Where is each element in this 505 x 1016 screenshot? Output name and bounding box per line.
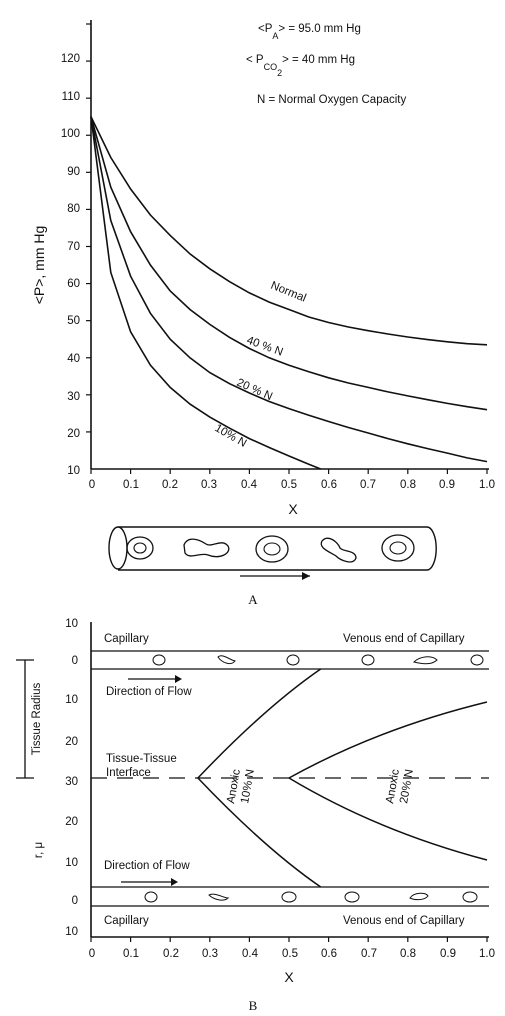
x-tick-label: 0.2 (163, 948, 179, 960)
x-tick-label: 0.8 (400, 948, 416, 960)
anoxic-10-label-pct: 10% N (239, 768, 257, 804)
series-label-10: 10% N (213, 422, 249, 450)
direction-of-flow-top: Direction of Flow (106, 686, 192, 698)
boundary-20-lower (288, 777, 488, 861)
x-tick-label: 0.2 (162, 479, 178, 491)
x-tick-label: 0.4 (242, 948, 259, 960)
series-line-2 (90, 116, 488, 463)
tissue-radius-bracket (16, 659, 34, 779)
boundary-10-upper (197, 668, 322, 779)
panel-a: 10 20 30 40 50 60 70 80 90 100 110 120 <… (31, 20, 495, 607)
red-blood-cell-icon (381, 534, 415, 562)
flow-arrow-bottom-icon (121, 878, 178, 886)
panel-a-x-ticks: 0 0.1 0.2 0.3 0.4 0.5 0.6 0.7 0.8 0.9 1.… (89, 479, 495, 491)
venous-end-top-label: Venous end of Capillary (343, 633, 465, 645)
series-line-3 (90, 116, 321, 470)
series-label-20: 20 % N (235, 377, 274, 403)
x-tick-label: 0.3 (201, 479, 217, 491)
y-tick-label: 20 (65, 736, 78, 748)
x-tick-label: 0.5 (282, 948, 298, 960)
panel-a-annotations: <PA> = 95.0 mm Hg < PCO2> = 40 mm Hg N =… (246, 23, 406, 106)
series-label-normal: Normal (269, 280, 308, 305)
direction-of-flow-bottom: Direction of Flow (104, 860, 190, 872)
y-tick-label: 20 (65, 816, 78, 828)
y-tick-label: 120 (61, 53, 80, 65)
panel-b-boundaries (90, 668, 488, 942)
x-tick-label: 0.4 (241, 479, 258, 491)
x-tick-label: 0.9 (440, 948, 456, 960)
anoxic-20-label: Anoxic (384, 768, 402, 804)
red-blood-cell-icon (183, 538, 230, 558)
anoxic-20-label-pct: 20% N (398, 768, 416, 804)
panel-b: 10 0 10 20 30 20 10 0 10 Tissue Radius r… (16, 618, 495, 1013)
y-tick-label: 80 (67, 203, 80, 215)
x-tick-label: 1.0 (479, 479, 495, 491)
series-line-1 (90, 116, 488, 411)
red-blood-cell-icon (320, 537, 357, 563)
x-tick-label: 0.7 (361, 948, 377, 960)
x-tick-label: 0.9 (439, 479, 455, 491)
series-line-0 (90, 116, 488, 346)
tissue-radius-label: Tissue Radius (31, 683, 43, 756)
panel-a-x-axis-title: X (288, 501, 298, 517)
y-tick-label: 30 (67, 391, 80, 403)
x-tick-label: 0.6 (321, 948, 337, 960)
x-tick-label: 0.8 (400, 479, 416, 491)
panel-b-y-axis-title: r, μ (33, 842, 45, 858)
y-tick-label: 10 (65, 694, 78, 706)
x-tick-label: 1.0 (479, 948, 495, 960)
panel-b-x-ticks: 0 0.1 0.2 0.3 0.4 0.5 0.6 0.7 0.8 0.9 1.… (89, 948, 495, 960)
y-tick-label: 10 (65, 926, 78, 938)
y-tick-label: 40 (67, 353, 80, 365)
x-tick-label: 0 (89, 948, 95, 960)
n-definition: N = Normal Oxygen Capacity (257, 94, 406, 106)
x-tick-label: 0.3 (202, 948, 218, 960)
panel-a-letter: A (248, 592, 258, 607)
pco2-annotation: < PCO2> = 40 mm Hg (246, 54, 355, 78)
x-tick-label: 0.6 (321, 479, 337, 491)
y-tick-label: 10 (65, 618, 78, 630)
y-tick-label: 50 (67, 315, 80, 327)
interface-label-1: Tissue-Tissue (106, 753, 177, 765)
y-tick-label: 30 (65, 776, 78, 788)
panel-b-y-labels: 10 0 10 20 30 20 10 0 10 (65, 618, 78, 938)
x-tick-label: 0.1 (123, 479, 139, 491)
x-tick-label: 0.7 (360, 479, 376, 491)
y-tick-label: 0 (72, 895, 78, 907)
capillary-tube-illustration (108, 526, 437, 580)
x-tick-label: 0 (89, 479, 95, 491)
y-tick-label: 60 (67, 278, 80, 290)
capillary-bottom-label: Capillary (104, 915, 149, 927)
panel-a-curves (86, 23, 488, 474)
y-tick-label: 20 (67, 428, 80, 440)
x-tick-label: 0.1 (123, 948, 139, 960)
capillary-cells-top (152, 654, 484, 666)
interface-label-2: Interface (106, 767, 151, 779)
flow-arrow-top-icon (128, 675, 182, 683)
x-tick-label: 0.5 (281, 479, 297, 491)
y-tick-label: 110 (62, 91, 80, 103)
panel-a-y-ticks: 10 20 30 40 50 60 70 80 90 100 110 120 (61, 53, 80, 477)
red-blood-cell-icon (126, 536, 154, 560)
capillary-cells-bottom (144, 891, 478, 903)
panel-b-letter: B (249, 998, 258, 1013)
boundary-10-lower (197, 777, 322, 888)
y-tick-label: 10 (67, 465, 80, 477)
pa-annotation: <PA> = 95.0 mm Hg (258, 23, 361, 41)
capillary-top-label: Capillary (104, 633, 149, 645)
y-tick-label: 0 (72, 655, 78, 667)
red-blood-cell-icon (255, 535, 289, 563)
flow-arrow-icon (302, 572, 310, 580)
y-tick-label: 10 (65, 857, 78, 869)
capillary-walls (91, 650, 489, 907)
y-tick-label: 90 (67, 166, 80, 178)
panel-a-y-axis-title: <P>, mm Hg (31, 226, 47, 305)
panel-b-x-axis-title: X (284, 969, 294, 985)
venous-end-bottom-label: Venous end of Capillary (343, 915, 465, 927)
anoxic-10-label: Anoxic (225, 768, 243, 804)
boundary-20-upper (288, 701, 488, 779)
y-tick-label: 70 (67, 241, 80, 253)
y-tick-label: 100 (61, 128, 80, 140)
